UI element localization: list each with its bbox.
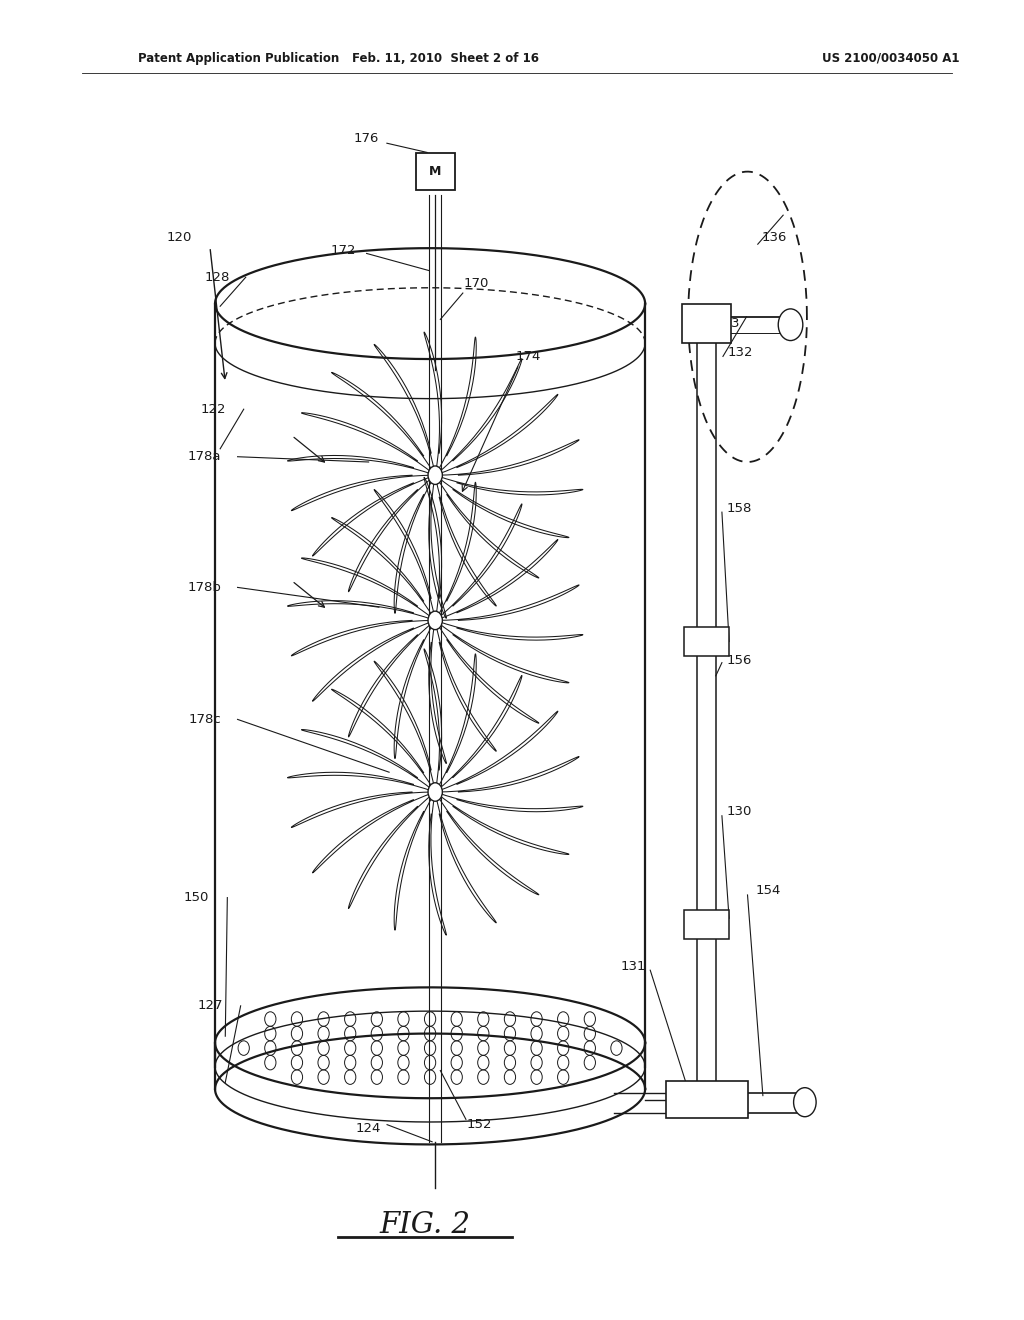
Text: US 2100/0034050 A1: US 2100/0034050 A1 xyxy=(822,51,959,65)
Circle shape xyxy=(428,466,442,484)
Text: Patent Application Publication: Patent Application Publication xyxy=(138,51,340,65)
Text: 178b: 178b xyxy=(187,581,222,594)
Text: 158: 158 xyxy=(727,502,752,515)
Text: 178a: 178a xyxy=(188,450,221,463)
Text: 178c: 178c xyxy=(188,713,221,726)
Text: 122: 122 xyxy=(201,403,225,416)
Circle shape xyxy=(794,1088,816,1117)
Text: 170: 170 xyxy=(464,277,488,290)
FancyBboxPatch shape xyxy=(682,304,731,343)
Text: 156: 156 xyxy=(727,653,752,667)
Text: 154: 154 xyxy=(756,884,780,898)
Text: 152: 152 xyxy=(467,1118,492,1131)
Text: 174: 174 xyxy=(516,350,541,363)
Text: FIG. 2: FIG. 2 xyxy=(380,1210,470,1239)
Text: 150: 150 xyxy=(184,891,209,904)
Text: 124: 124 xyxy=(356,1122,381,1135)
Text: Feb. 11, 2010  Sheet 2 of 16: Feb. 11, 2010 Sheet 2 of 16 xyxy=(352,51,539,65)
Text: 130: 130 xyxy=(727,805,752,818)
Text: 120: 120 xyxy=(167,231,191,244)
Text: 133: 133 xyxy=(715,317,739,330)
Text: 128: 128 xyxy=(205,271,229,284)
Circle shape xyxy=(778,309,803,341)
Text: 127: 127 xyxy=(198,999,222,1012)
FancyBboxPatch shape xyxy=(684,627,729,656)
Text: 172: 172 xyxy=(331,244,355,257)
FancyBboxPatch shape xyxy=(666,1081,748,1118)
Text: 132: 132 xyxy=(728,346,753,359)
Text: M: M xyxy=(429,165,441,178)
FancyBboxPatch shape xyxy=(684,911,729,940)
Text: 131: 131 xyxy=(621,960,645,973)
Circle shape xyxy=(428,783,442,801)
Text: 136: 136 xyxy=(762,231,786,244)
Text: 176: 176 xyxy=(354,132,379,145)
Circle shape xyxy=(428,611,442,630)
FancyBboxPatch shape xyxy=(416,153,455,190)
